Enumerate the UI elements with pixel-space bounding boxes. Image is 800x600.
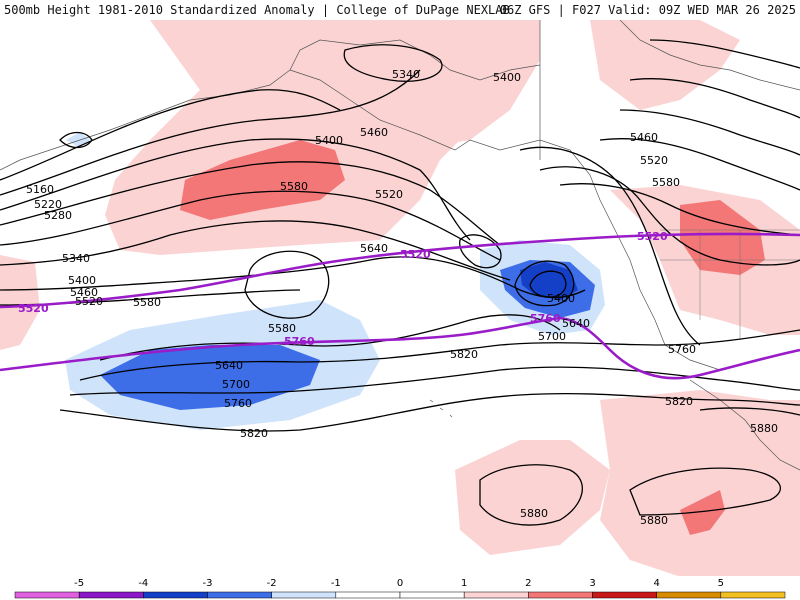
colorbar-segment: [14, 591, 80, 599]
strong-positive-anomaly: [180, 140, 345, 220]
anomaly-shading: [0, 20, 800, 580]
contour-label: 5580: [280, 180, 308, 193]
colorbar-tick-label: -3: [203, 578, 213, 589]
map-header: 500mb Height 1981-2010 Standardized Anom…: [0, 0, 800, 20]
contour-label: 5700: [538, 330, 566, 343]
contour-label: 5580: [268, 322, 296, 335]
contour-label: 5400: [493, 71, 521, 84]
contour-label: 5760: [224, 397, 252, 410]
colorbar-segment: [207, 591, 272, 599]
positive-anomaly-region: [590, 20, 740, 110]
colorbar-segment: [335, 591, 401, 599]
contour-label: 5460: [630, 131, 658, 144]
contour-label: 5640: [360, 242, 388, 255]
highlight-contour-label: 5520: [18, 302, 49, 315]
colorbar-segment: [528, 591, 593, 599]
contour-label: 5880: [640, 514, 668, 527]
contour-label: 5580: [652, 176, 680, 189]
contour-label: 5340: [62, 252, 90, 265]
colorbar-tick-label: -4: [138, 578, 148, 589]
colorbar-tick-label: -5: [74, 578, 84, 589]
highlight-contour-label: 5760: [530, 312, 561, 325]
contour-label: 5880: [520, 507, 548, 520]
contour-label: 5700: [222, 378, 250, 391]
colorbar-tick-label: -2: [267, 578, 277, 589]
contour-label: 5520: [75, 295, 103, 308]
highlight-contours: [0, 232, 800, 380]
colorbar-segment: [720, 591, 786, 599]
colorbar-tick-label: 3: [589, 578, 595, 589]
colorbar: -5 -4 -3 -2 -1 0 1 2 3 4 5: [0, 576, 800, 600]
colorbar-segment: [143, 591, 208, 599]
highlight-contour-label: 5760: [284, 335, 315, 348]
map-title: 500mb Height 1981-2010 Standardized Anom…: [4, 3, 510, 17]
contour-labels: 5340 5400 5460 5400 5580 5520 5160 5220 …: [26, 68, 778, 527]
contour-label: 5460: [70, 286, 98, 299]
contour-label: 5640: [562, 317, 590, 330]
highlight-contour-label: 5520: [400, 248, 431, 261]
colorbar-tick-label: 1: [461, 578, 467, 589]
contour-label: 5340: [392, 68, 420, 81]
positive-anomaly-region: [600, 390, 800, 580]
contour-label: 5760: [668, 343, 696, 356]
colorbar-segment: [399, 591, 465, 599]
colorbar-segment: [592, 591, 657, 599]
contour-label: 5520: [375, 188, 403, 201]
positive-anomaly-region: [290, 20, 540, 145]
contour-label: 5640: [215, 359, 243, 372]
strong-positive-anomaly: [680, 200, 765, 275]
positive-anomaly-region: [455, 440, 610, 555]
contour-label: 5160: [26, 183, 54, 196]
colorbar-segment: [271, 591, 337, 599]
colorbar-tick-label: 5: [718, 578, 724, 589]
height-contours: [0, 39, 800, 526]
contour-label: 5400: [315, 134, 343, 147]
colorbar-tick-label: 2: [525, 578, 531, 589]
colorbar-tick-label: 4: [653, 578, 659, 589]
contour-label: 5820: [665, 395, 693, 408]
contour-label: 5400: [68, 274, 96, 287]
contour-label: 5580: [133, 296, 161, 309]
contour-label: 5880: [750, 422, 778, 435]
contour-label: 5820: [450, 348, 478, 361]
colorbar-segment: [78, 591, 144, 599]
colorbar-segment: [656, 591, 722, 599]
highlight-labels: 5520 5520 5520 5760 5760: [18, 230, 668, 348]
highlight-contour-label: 5520: [637, 230, 668, 243]
colorbar-tick-label: 0: [397, 578, 403, 589]
strong-positive-anomaly: [680, 490, 725, 535]
colorbar-tick-label: -1: [331, 578, 341, 589]
contour-label: 5220: [34, 198, 62, 211]
contour-label: 5460: [360, 126, 388, 139]
model-run-info: 06Z GFS | F027 Valid: 09Z WED MAR 26 202…: [499, 3, 796, 17]
coastlines: [0, 19, 800, 471]
colorbar-segment: [463, 591, 529, 599]
positive-anomaly-region: [0, 255, 40, 350]
contour-label: 5520: [640, 154, 668, 167]
contour-label: 5280: [44, 209, 72, 222]
contour-label: 5400: [547, 292, 575, 305]
contour-label: 5820: [240, 427, 268, 440]
